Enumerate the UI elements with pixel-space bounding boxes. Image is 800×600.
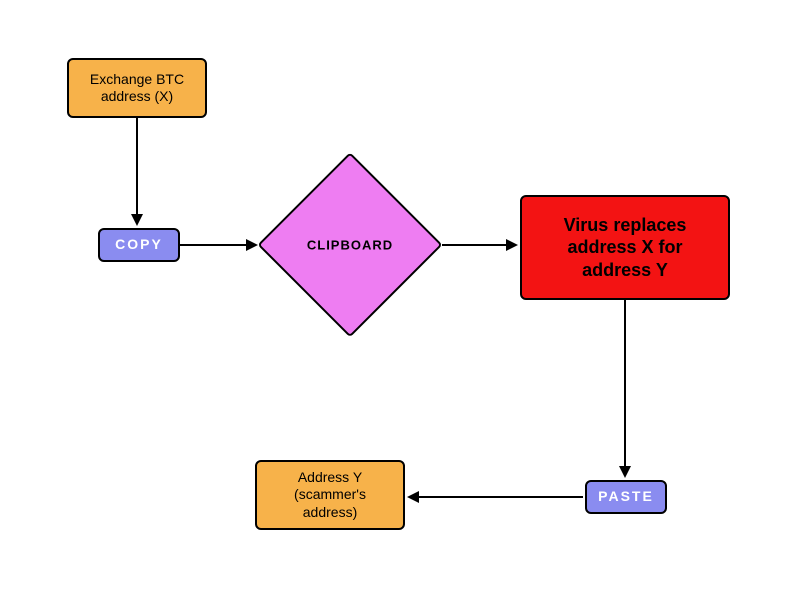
node-copy-label: COPY	[115, 236, 163, 254]
node-copy-button: COPY	[98, 228, 180, 262]
node-clipboard-diamond: CLIPBOARD	[260, 155, 440, 335]
node-exchange-label: Exchange BTC address (X)	[79, 71, 195, 106]
node-exchange-btc-address: Exchange BTC address (X)	[67, 58, 207, 118]
node-paste-label: PASTE	[598, 488, 654, 506]
node-addressY-label: Address Y (scammer's address)	[267, 469, 393, 522]
node-virus-replaces: Virus replaces address X for address Y	[520, 195, 730, 300]
node-paste-button: PASTE	[585, 480, 667, 514]
node-clipboard-label: CLIPBOARD	[307, 238, 393, 253]
node-address-y-scammer: Address Y (scammer's address)	[255, 460, 405, 530]
node-virus-label: Virus replaces address X for address Y	[532, 214, 718, 282]
flowchart-canvas: { "flowchart": { "type": "flowchart", "b…	[0, 0, 800, 600]
